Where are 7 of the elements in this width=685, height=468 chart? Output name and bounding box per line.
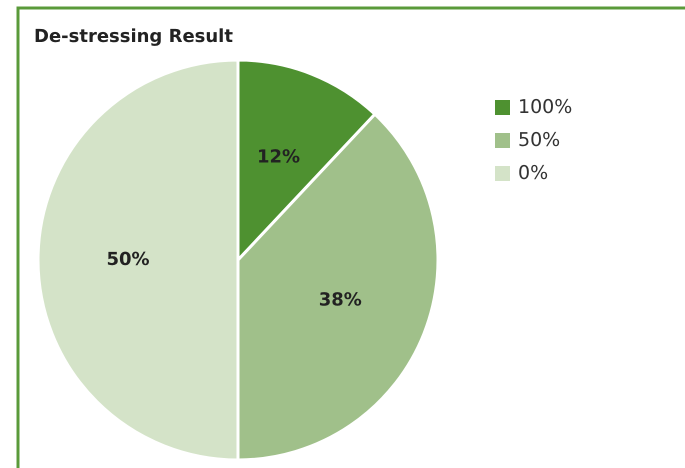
legend-label: 0% — [518, 162, 548, 184]
legend-label: 100% — [518, 96, 572, 118]
chart-title: De-stressing Result — [34, 26, 234, 47]
legend-label: 50% — [518, 129, 560, 152]
data-label: 50% — [106, 248, 150, 270]
data-label: 38% — [318, 289, 362, 310]
data-label: 12% — [256, 146, 300, 168]
